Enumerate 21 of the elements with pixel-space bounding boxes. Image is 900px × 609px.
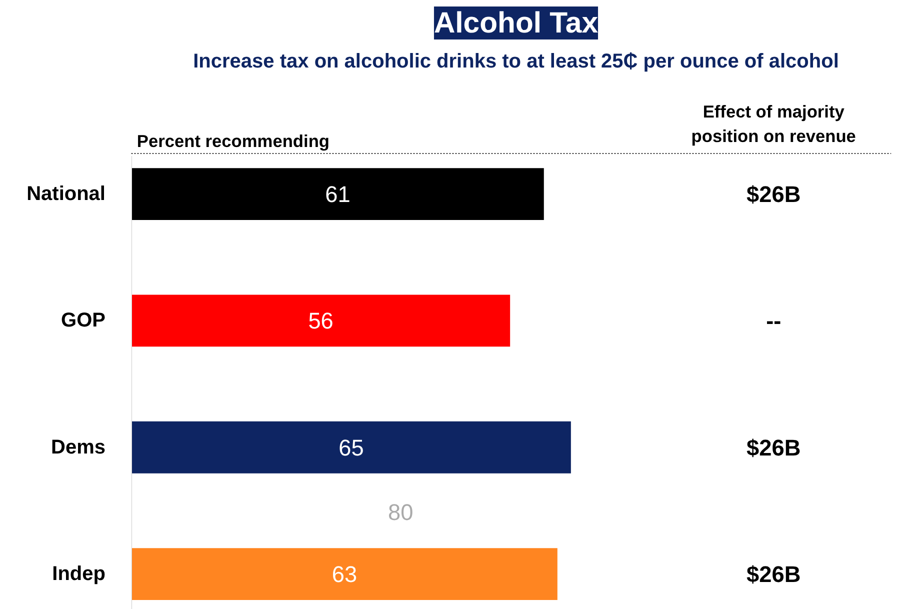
- chart-title: Alcohol Tax: [434, 6, 599, 40]
- data-label: 63: [332, 561, 358, 588]
- data-label: 56: [308, 308, 334, 334]
- text: --: [766, 308, 782, 334]
- text: $26B: [746, 181, 801, 208]
- bar: [132, 548, 558, 600]
- data-label: 65: [338, 434, 364, 460]
- x-axis-title: Percent recommending: [136, 130, 330, 151]
- bar: [132, 294, 510, 347]
- chart-subtitle: Increase tax on alcoholic drinks to at least 25₵ per ounce of alcohol: [193, 50, 839, 72]
- bar: [132, 421, 571, 474]
- data-label: 61: [325, 181, 350, 208]
- y-tick-label: Indep: [52, 563, 106, 586]
- text: Effect of majority position on revenue: [691, 102, 856, 146]
- text: $26B: [746, 561, 801, 588]
- y-tick-label: National: [26, 183, 106, 206]
- y-tick-label: GOP: [61, 310, 106, 332]
- y-tick-label: Dems: [51, 436, 106, 458]
- text: $26B: [746, 434, 801, 460]
- bar: [132, 168, 544, 220]
- annotation: 80: [388, 498, 414, 525]
